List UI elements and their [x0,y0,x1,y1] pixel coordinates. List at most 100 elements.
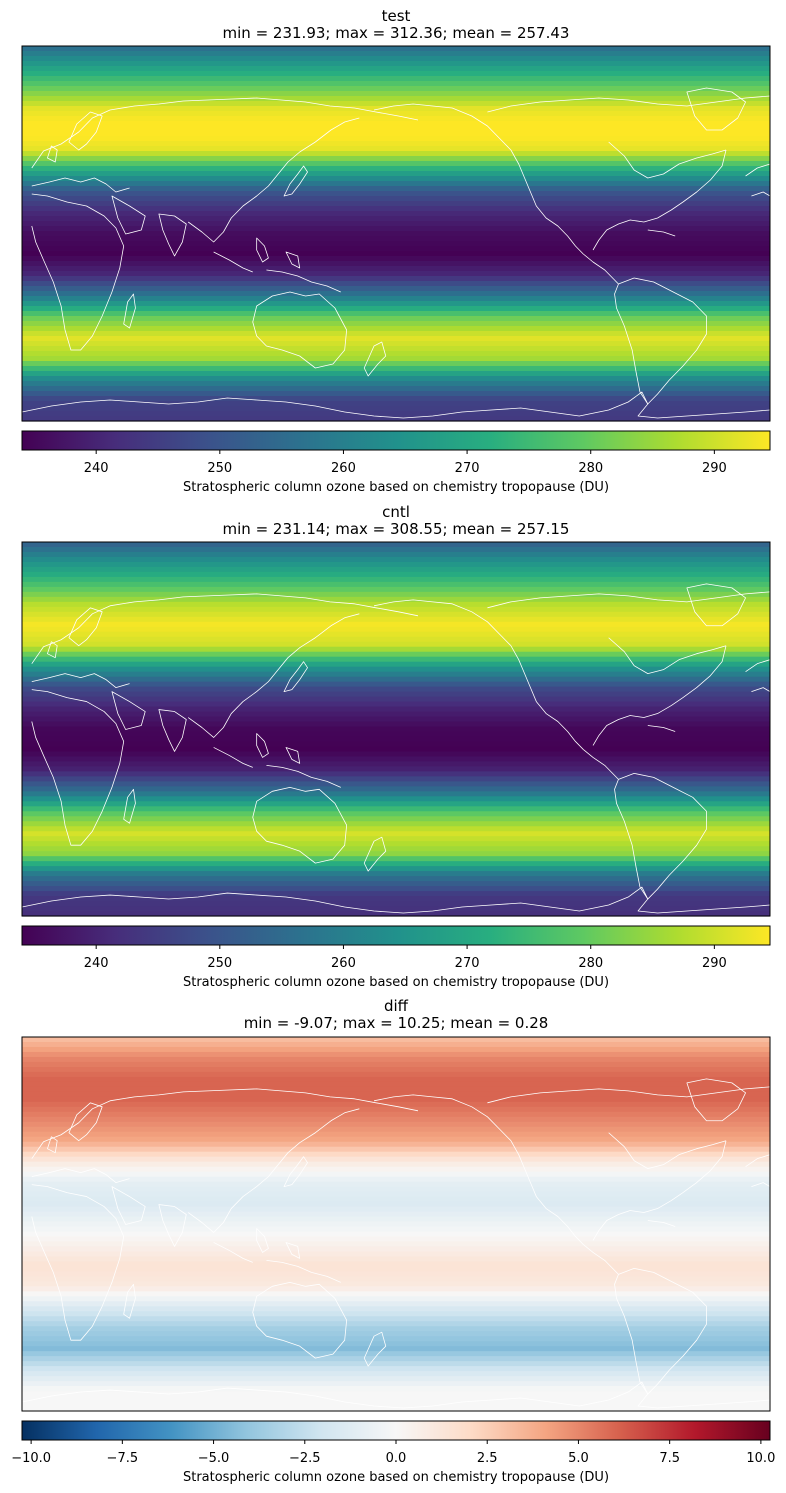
lat-band [22,1116,770,1123]
lat-band [22,566,770,573]
lat-band [22,1401,770,1407]
lat-band [22,1201,770,1208]
lat-band [22,1037,770,1043]
colorbar-tick-label: 270 [455,461,480,476]
lat-band [22,1066,770,1073]
lat-band [22,361,770,367]
lat-band [22,116,770,122]
lat-band [22,1286,770,1292]
lat-band [22,1141,770,1148]
lat-band [22,1396,770,1402]
lat-band [22,131,770,137]
lat-band [22,336,770,342]
lat-band [22,781,770,787]
lat-band [22,356,770,362]
lat-band [22,1276,770,1282]
lat-band [22,1156,770,1163]
lat-band [22,1191,770,1198]
colorbar-tick-label: −2.5 [289,1451,321,1466]
lat-band [22,1346,770,1352]
lat-band [22,316,770,322]
lat-band [22,391,770,397]
lat-band [22,1246,770,1253]
colorbar-tick-label: 260 [331,956,356,971]
lat-band [22,871,770,877]
lat-band [22,761,770,767]
lat-band [22,91,770,97]
lat-band [22,366,770,372]
lat-band [22,586,770,593]
lat-band [22,771,770,777]
colorbar-tick-label: 7.5 [659,1451,680,1466]
lat-band [22,266,770,272]
lat-band [22,101,770,107]
lat-band [22,1061,770,1068]
lat-band [22,751,770,758]
lat-band [22,791,770,797]
lat-band [22,686,770,693]
lat-band [22,786,770,792]
lat-band [22,51,770,57]
lat-band [22,136,770,142]
lat-band [22,606,770,613]
lat-band [22,376,770,382]
colorbar-ramp [21,1420,771,1441]
lat-band [22,291,770,297]
lat-band [22,556,770,563]
colorbar-tick-label: 260 [331,461,356,476]
lat-band [22,126,770,132]
colorbar-label: Stratospheric column ozone based on chem… [183,480,609,495]
lat-band [22,301,770,307]
colorbar-label: Stratospheric column ozone based on chem… [183,975,609,990]
lat-band [22,1211,770,1218]
lat-band [22,656,770,663]
colorbar-tick-label: −7.5 [107,1451,139,1466]
lat-band [22,56,770,62]
lat-band [22,141,770,147]
lat-band [22,311,770,317]
lat-band [22,1076,770,1083]
colorbar-tick-label: 250 [207,956,232,971]
lat-band [22,1091,770,1098]
colorbar-tick-label: 2.5 [477,1451,498,1466]
lat-band [22,1271,770,1277]
lat-band [22,346,770,352]
lat-band [22,1371,770,1377]
colorbar-tick-label: 240 [84,461,109,476]
lat-band [22,1081,770,1088]
lat-band [22,81,770,87]
lat-band [22,631,770,638]
lat-band [22,1041,770,1048]
lat-band [22,181,770,187]
lat-band [22,1301,770,1307]
lat-band [22,806,770,812]
lat-band [22,706,770,713]
lat-band [22,1056,770,1063]
lat-band [22,1131,770,1138]
lat-band [22,701,770,708]
colorbar-tick-label: −5.0 [198,1451,230,1466]
lat-band [22,551,770,558]
lat-band [22,681,770,688]
map-frame [21,1036,771,1412]
lat-band [22,406,770,412]
lat-band [22,416,770,422]
lat-band [22,206,770,212]
lat-band [22,1266,770,1272]
lat-band [22,881,770,887]
panel-stats: min = -9.07; max = 10.25; mean = 0.28 [244,1014,549,1032]
map-field [21,1037,771,1412]
map-field [21,46,771,422]
lat-band [22,621,770,628]
lat-band [22,1171,770,1178]
lat-band [22,281,770,287]
lat-band [22,96,770,102]
lat-band [22,86,770,92]
lat-band [22,691,770,698]
lat-band [22,1046,770,1053]
lat-band [22,636,770,643]
lat-band [22,171,770,177]
lat-band [22,611,770,618]
